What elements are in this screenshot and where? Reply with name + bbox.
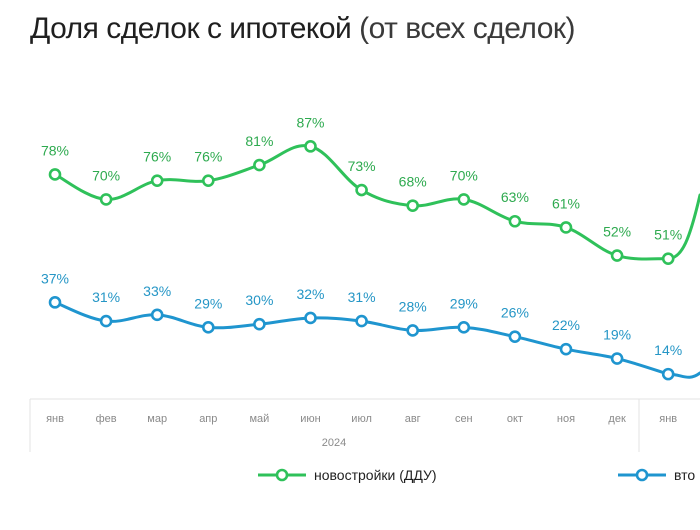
- x-tick-label: ноя: [557, 413, 575, 425]
- data-point: [304, 311, 317, 325]
- data-label: 68%: [399, 174, 427, 190]
- data-point: [99, 314, 113, 328]
- data-label: 63%: [501, 189, 529, 205]
- x-tick-label: дек: [608, 413, 626, 425]
- data-point: [253, 158, 266, 172]
- data-point: [202, 174, 215, 187]
- data-label: 73%: [348, 158, 376, 174]
- data-label: 19%: [603, 327, 631, 343]
- chart-title-sub: (от всех сделок): [359, 12, 576, 45]
- data-label: 31%: [92, 289, 120, 305]
- data-label: 76%: [194, 149, 222, 165]
- chart-title: Доля сделок с ипотекой (от всех сделок): [30, 12, 576, 46]
- legend-swatch-marker: [275, 468, 289, 482]
- data-point: [457, 193, 471, 206]
- data-label: 76%: [143, 149, 171, 165]
- x-tick-label: окт: [507, 413, 523, 425]
- data-point: [48, 168, 62, 181]
- data-point: [355, 314, 368, 328]
- data-label: 26%: [501, 305, 529, 321]
- data-label: 29%: [194, 295, 222, 311]
- data-point: [661, 367, 675, 381]
- legend-swatch-marker: [635, 468, 649, 482]
- data-label: 31%: [348, 289, 376, 305]
- x-tick-label: апр: [199, 413, 217, 425]
- data-point: [610, 249, 624, 262]
- data-label: 32%: [296, 286, 324, 302]
- legend-label: вто: [674, 467, 695, 483]
- data-point: [48, 296, 62, 309]
- chart-title-main: Доля сделок с ипотекой: [30, 12, 352, 45]
- data-label: 29%: [450, 295, 478, 311]
- data-label: 70%: [450, 167, 478, 183]
- x-tick-label: июн: [300, 413, 320, 425]
- x-tick-label: мар: [147, 413, 167, 425]
- data-point: [457, 321, 471, 334]
- data-point: [202, 321, 215, 334]
- data-label: 78%: [41, 142, 69, 158]
- data-point: [253, 317, 266, 331]
- x-tick-label: июл: [351, 413, 372, 425]
- data-label: 33%: [143, 283, 171, 299]
- data-point: [508, 214, 522, 228]
- data-point: [661, 252, 675, 265]
- x-tick-label: янв: [46, 413, 64, 425]
- data-point: [304, 140, 317, 153]
- data-label: 51%: [654, 227, 682, 243]
- axis-layer: янв фев мар апр май июн июл авг сен окт ноя дек янв 2…: [29, 398, 700, 452]
- data-point: [508, 330, 522, 343]
- data-label: 81%: [245, 133, 273, 149]
- data-point: [150, 308, 164, 322]
- series-layer: [48, 140, 700, 381]
- x-tick-label: янв: [659, 413, 677, 425]
- data-point: [559, 342, 573, 356]
- data-label: 87%: [296, 114, 324, 130]
- label-layer: 78% 70% 76% 76% 81% 87% 73% 68% 70% 63% 61% 52% 51% 3…: [41, 114, 682, 358]
- legend: новостройки (ДДУ) вто: [258, 467, 695, 483]
- data-label: 70%: [92, 167, 120, 183]
- data-label: 30%: [245, 292, 273, 308]
- legend-label: новостройки (ДДУ): [314, 467, 437, 483]
- data-label: 37%: [41, 270, 69, 286]
- data-point: [559, 221, 573, 234]
- x-tick-label: фев: [96, 413, 117, 425]
- data-point: [150, 174, 164, 187]
- x-tick-label: сен: [455, 413, 473, 425]
- data-point: [99, 193, 113, 206]
- x-tick-label: май: [249, 413, 269, 425]
- data-label: 61%: [552, 195, 580, 211]
- data-point: [406, 199, 420, 212]
- data-label: 22%: [552, 317, 580, 333]
- x-tick-label: авг: [405, 413, 421, 425]
- data-label: 52%: [603, 224, 631, 240]
- data-label: 14%: [654, 342, 682, 358]
- x-year-label: 2024: [322, 437, 346, 449]
- data-point: [406, 324, 420, 337]
- data-point: [610, 352, 624, 365]
- data-label: 28%: [399, 298, 427, 314]
- data-point: [355, 183, 368, 197]
